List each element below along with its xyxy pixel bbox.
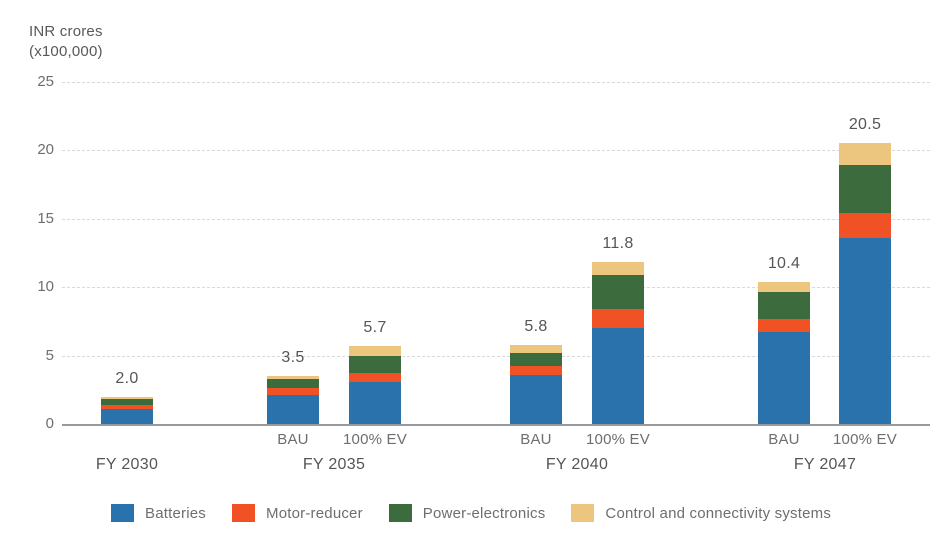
bar-sublabel: 100% EV — [586, 431, 650, 448]
bar-value-label: 5.7 — [363, 319, 387, 336]
legend-label: Batteries — [145, 504, 206, 522]
bar-sublabel: BAU — [520, 431, 552, 448]
bar-value-label: 3.5 — [281, 349, 305, 366]
bar-value-label: 11.8 — [602, 235, 634, 252]
legend-swatch-batteries — [111, 504, 134, 522]
bar-segment-control-and-connectivity-systems — [349, 346, 401, 356]
bar-segment-batteries — [510, 375, 562, 424]
bar-segment-motor-reducer — [101, 405, 153, 409]
bar-segment-motor-reducer — [510, 366, 562, 375]
legend-swatch-control-and-connectivity-systems — [571, 504, 595, 522]
group-label: FY 2035 — [302, 456, 366, 473]
bar-segment-power-electronics — [267, 379, 319, 388]
legend-label: Power-electronics — [422, 504, 546, 522]
bar-segment-power-electronics — [349, 356, 401, 373]
bar-sublabel: BAU — [277, 431, 309, 448]
bar-value-label: 5.8 — [524, 318, 548, 335]
bar-segment-control-and-connectivity-systems — [592, 262, 644, 275]
legend-item-power-electronics: Power-electronics — [388, 504, 546, 522]
group-label: FY 2030 — [95, 456, 159, 473]
x-axis-line — [62, 424, 930, 426]
bar-segment-power-electronics — [758, 292, 810, 319]
legend-swatch-power-electronics — [388, 504, 412, 522]
y-tick-label: 15 — [37, 210, 54, 227]
y-axis-title-line2: (x100,000) — [29, 43, 103, 60]
bar-segment-control-and-connectivity-systems — [267, 376, 319, 379]
y-tick-label: 0 — [45, 415, 54, 432]
bar-segment-batteries — [758, 332, 810, 424]
group-label: FY 2040 — [545, 456, 609, 473]
bar-sublabel: 100% EV — [343, 431, 407, 448]
legend-item-motor-reducer: Motor-reducer — [232, 504, 363, 522]
y-axis-title-line1: INR crores — [29, 23, 103, 40]
bar-segment-motor-reducer — [267, 388, 319, 395]
bar-segment-power-electronics — [839, 165, 891, 213]
bar-sublabel: 100% EV — [833, 431, 897, 448]
group-label: FY 2047 — [793, 456, 857, 473]
bar-segment-control-and-connectivity-systems — [510, 345, 562, 353]
y-axis-title: INR crores (x100,000) — [29, 22, 103, 62]
bar-value-label: 2.0 — [115, 370, 139, 387]
legend-swatch-motor-reducer — [232, 504, 255, 522]
y-tick-label: 20 — [37, 141, 54, 158]
gridline-y5 — [62, 356, 930, 357]
bar-segment-motor-reducer — [839, 213, 891, 238]
y-tick-label: 10 — [37, 278, 54, 295]
legend-item-control-and-connectivity-systems: Control and connectivity systems — [571, 504, 831, 522]
y-tick-label: 5 — [45, 347, 54, 364]
bar-value-label: 20.5 — [848, 116, 882, 133]
bar-sublabel: BAU — [768, 431, 800, 448]
bar-segment-batteries — [101, 409, 153, 424]
bar-segment-motor-reducer — [349, 373, 401, 382]
y-tick-label: 25 — [37, 73, 54, 90]
bar-segment-batteries — [839, 238, 891, 424]
legend: Batteries Motor-reducer Power-electronics C… — [111, 504, 831, 522]
bar-segment-power-electronics — [592, 275, 644, 309]
bar-segment-control-and-connectivity-systems — [839, 143, 891, 165]
bar-segment-batteries — [592, 328, 644, 424]
legend-item-batteries: Batteries — [111, 504, 206, 522]
bar-segment-power-electronics — [510, 353, 562, 366]
legend-label: Motor-reducer — [266, 504, 363, 522]
bar-segment-batteries — [267, 395, 319, 424]
bar-segment-power-electronics — [101, 399, 153, 405]
bar-segment-motor-reducer — [758, 319, 810, 332]
gridline-y20 — [62, 150, 930, 151]
legend-label: Control and connectivity systems — [605, 504, 832, 522]
gridline-y15 — [62, 219, 930, 220]
bar-segment-control-and-connectivity-systems — [758, 282, 810, 292]
bar-value-label: 10.4 — [767, 255, 801, 272]
bar-segment-batteries — [349, 382, 401, 424]
bar-segment-control-and-connectivity-systems — [101, 397, 153, 399]
bar-segment-motor-reducer — [592, 309, 644, 328]
gridline-y25 — [62, 82, 930, 83]
gridline-y10 — [62, 287, 930, 288]
